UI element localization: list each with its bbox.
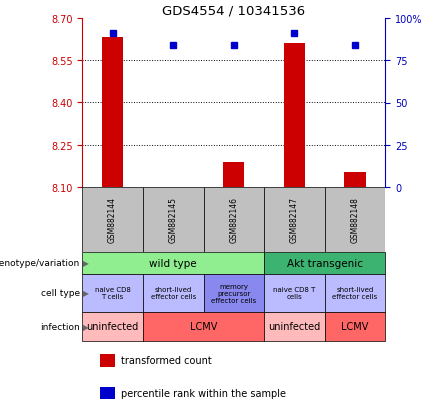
Text: naive CD8 T
cells: naive CD8 T cells (273, 287, 316, 300)
Text: transformed count: transformed count (121, 356, 212, 366)
Text: ▶: ▶ (83, 289, 89, 298)
Text: GSM882147: GSM882147 (290, 197, 299, 243)
Bar (82, 188, 143, 252)
Bar (223, 162, 244, 188)
Text: ▶: ▶ (83, 259, 89, 268)
Title: GDS4554 / 10341536: GDS4554 / 10341536 (162, 5, 305, 17)
Text: Akt transgenic: Akt transgenic (287, 258, 363, 268)
Bar (100, 354, 115, 367)
Bar (204, 188, 264, 252)
Bar (143, 275, 204, 312)
Bar (82, 312, 143, 341)
Bar (143, 188, 204, 252)
Text: short-lived
effector cells: short-lived effector cells (333, 287, 378, 300)
Text: LCMV: LCMV (341, 321, 369, 331)
Text: uninfected: uninfected (87, 321, 139, 331)
Text: GSM882145: GSM882145 (169, 197, 178, 243)
Bar (163, 187, 184, 188)
Bar (264, 275, 325, 312)
Text: infection: infection (40, 322, 80, 331)
Text: memory
precursor
effector cells: memory precursor effector cells (211, 283, 256, 303)
Text: GSM882144: GSM882144 (108, 197, 117, 243)
Text: LCMV: LCMV (190, 321, 217, 331)
Bar (82, 275, 143, 312)
Text: cell type: cell type (41, 289, 80, 298)
Text: ▶: ▶ (83, 322, 89, 331)
Bar (325, 188, 385, 252)
Text: short-lived
effector cells: short-lived effector cells (151, 287, 196, 300)
Text: genotype/variation: genotype/variation (0, 259, 80, 268)
Text: GSM882146: GSM882146 (229, 197, 238, 243)
Text: naive CD8
T cells: naive CD8 T cells (95, 287, 130, 300)
Bar (264, 252, 385, 275)
Bar (82, 252, 264, 275)
Bar (325, 312, 385, 341)
Text: wild type: wild type (149, 258, 197, 268)
Text: uninfected: uninfected (268, 321, 320, 331)
Bar (204, 275, 264, 312)
Bar (143, 312, 264, 341)
Bar (345, 172, 365, 188)
Bar (325, 275, 385, 312)
Text: GSM882148: GSM882148 (351, 197, 359, 243)
Bar (264, 188, 325, 252)
Bar (100, 387, 115, 399)
Bar (284, 44, 305, 188)
Text: percentile rank within the sample: percentile rank within the sample (121, 388, 286, 398)
Bar (264, 312, 325, 341)
Bar (102, 38, 123, 188)
